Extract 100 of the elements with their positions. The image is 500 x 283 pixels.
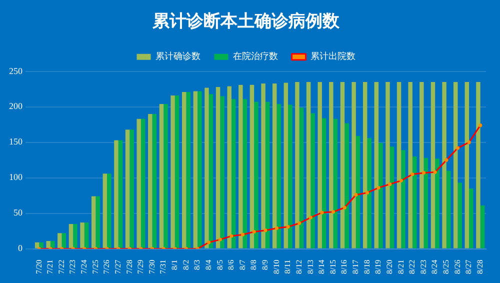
x-tick-label: 8/6 (226, 260, 236, 270)
bar (401, 150, 406, 248)
x-tick-label: 7/31 (158, 260, 168, 274)
bar (344, 123, 349, 248)
bar (140, 118, 146, 248)
bar (480, 206, 485, 248)
bar (174, 96, 180, 248)
bar (159, 104, 164, 248)
x-tick-label: 8/3 (192, 260, 202, 270)
bar (396, 82, 402, 248)
bar (130, 130, 134, 248)
x-tick-label: 7/22 (56, 260, 66, 274)
y-tick-label: 200 (9, 101, 23, 112)
x-tick-label: 7/20 (34, 260, 44, 274)
x-tick-label: 8/14 (317, 260, 326, 274)
bar (198, 91, 202, 248)
bar (435, 158, 440, 248)
bar (91, 196, 96, 248)
bar (220, 96, 224, 248)
bar (102, 174, 108, 248)
bar (272, 83, 277, 248)
bar (469, 188, 474, 248)
bar (58, 233, 62, 248)
bar (62, 233, 66, 248)
bar (430, 82, 436, 248)
bar (276, 104, 281, 248)
x-tick-label: 8/9 (260, 260, 270, 270)
bar (254, 102, 258, 248)
bar (182, 92, 186, 248)
x-tick-label: 8/2 (181, 260, 190, 270)
bar (284, 82, 288, 248)
bar (318, 82, 322, 248)
bar (356, 136, 360, 248)
x-tick-label: 7/21 (46, 260, 55, 274)
x-tick-label: 8/7 (238, 260, 247, 270)
x-tick-label: 8/15 (328, 260, 338, 274)
x-tick-label: 8/28 (475, 260, 484, 274)
x-tick-label: 8/5 (215, 260, 224, 270)
x-tick-label: 7/25 (90, 260, 100, 274)
x-tick-label: 8/25 (442, 260, 450, 274)
bar (148, 114, 152, 248)
bar (386, 82, 390, 248)
y-tick-label: 250 (9, 66, 23, 76)
bar (186, 92, 190, 248)
x-tick-label: 7/29 (136, 260, 146, 274)
bar (164, 104, 168, 248)
bar (227, 86, 232, 248)
x-tick-label: 8/12 (294, 260, 304, 274)
x-tick-label: 8/8 (249, 260, 258, 270)
legend-label: 在院治疗数 (232, 51, 278, 62)
bar (408, 82, 412, 248)
bar (390, 146, 394, 248)
x-tick-label: 7/30 (147, 260, 156, 274)
bar (295, 82, 300, 248)
bar (329, 82, 334, 248)
x-tick-label: 8/18 (362, 260, 372, 274)
bar (152, 114, 157, 248)
bar (322, 118, 326, 248)
bar (378, 143, 383, 248)
bar (170, 96, 175, 248)
bar (446, 170, 451, 248)
y-tick-label: 50 (14, 208, 23, 218)
bar (367, 138, 372, 248)
bar (442, 82, 446, 248)
bar (136, 118, 141, 248)
x-tick-label: 8/1 (170, 260, 179, 270)
x-tick-label: 7/27 (113, 260, 122, 274)
x-tick-label: 8/11 (283, 260, 292, 274)
bar (265, 102, 270, 248)
x-tick-label: 8/4 (204, 260, 213, 270)
bar (208, 94, 214, 248)
bar (288, 104, 292, 248)
y-tick-label: 0 (18, 243, 23, 254)
bar (204, 88, 209, 248)
chart-title: 累计诊断本土确诊病例数 (152, 12, 340, 32)
bar (193, 91, 198, 248)
bar (310, 113, 315, 248)
bar (299, 108, 304, 248)
bar (420, 82, 424, 248)
x-tick-label: 8/21 (396, 260, 406, 274)
bar (96, 196, 100, 248)
bar (464, 82, 470, 248)
x-tick-label: 8/17 (351, 260, 360, 274)
bar (107, 174, 112, 248)
bar (412, 156, 417, 248)
bar (80, 222, 84, 248)
bar (231, 99, 236, 248)
x-tick-label: 8/19 (374, 260, 383, 274)
x-tick-label: 7/24 (80, 260, 88, 274)
bar (333, 118, 338, 248)
bar (84, 222, 89, 248)
x-tick-label: 8/27 (464, 260, 474, 274)
bar (125, 130, 130, 248)
x-tick-label: 8/13 (306, 260, 315, 274)
bar (73, 224, 78, 248)
x-tick-label: 8/16 (340, 260, 349, 274)
bar (250, 84, 254, 248)
bar (114, 140, 118, 248)
bar (261, 83, 266, 248)
x-tick-label: 8/23 (418, 260, 428, 274)
